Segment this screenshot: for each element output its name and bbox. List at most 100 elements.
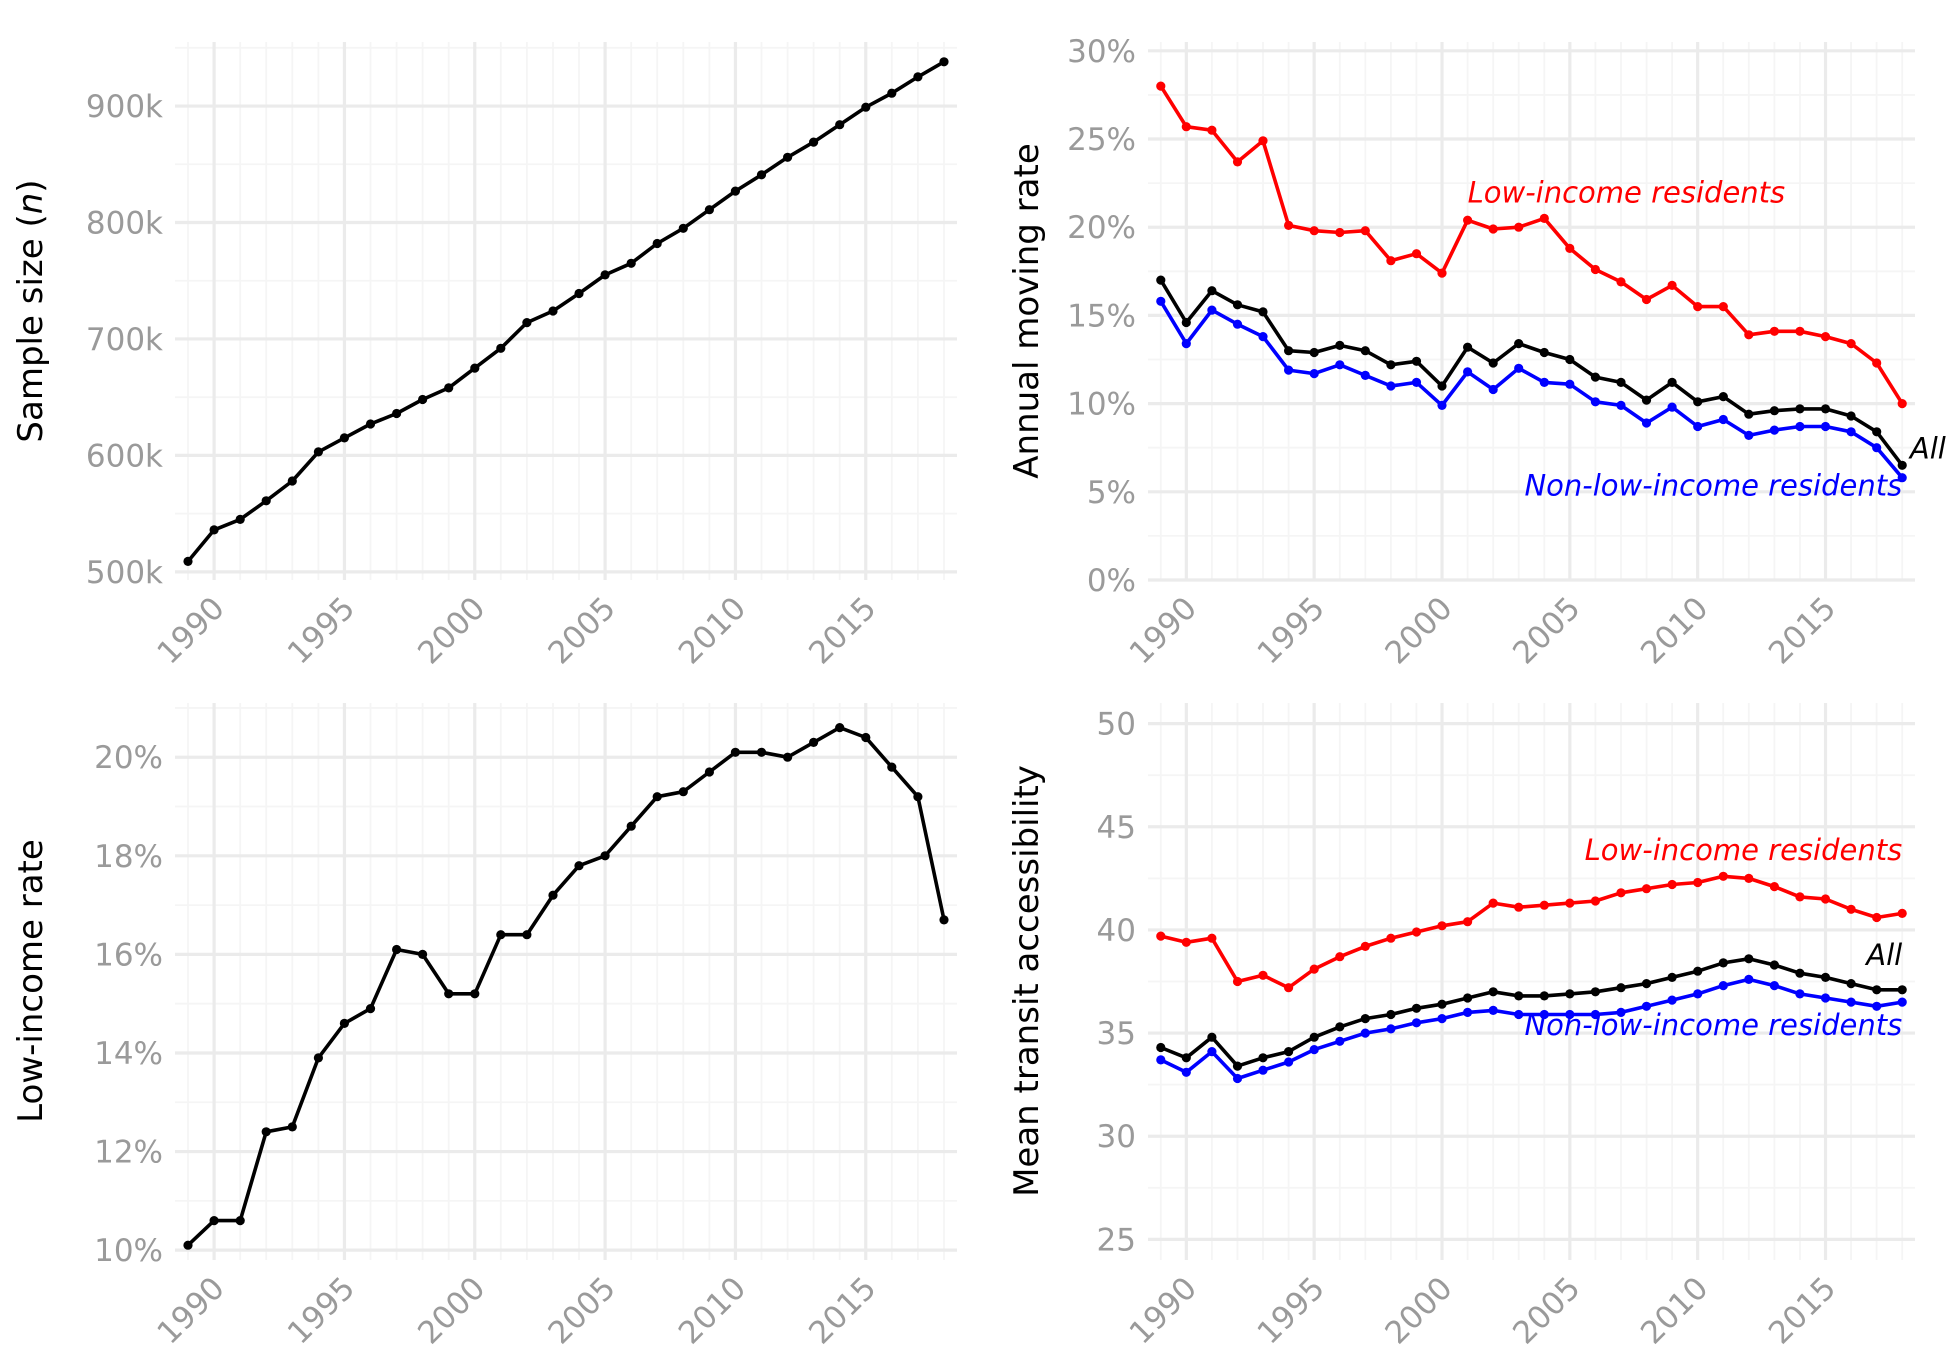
data-point bbox=[1641, 294, 1652, 305]
data-point bbox=[1718, 981, 1728, 991]
data-point bbox=[913, 72, 923, 82]
data-point bbox=[1795, 968, 1805, 978]
y-tick-label: 5% bbox=[1087, 475, 1136, 511]
data-point bbox=[1820, 421, 1831, 432]
data-point bbox=[1335, 340, 1345, 350]
data-point bbox=[235, 1216, 245, 1226]
data-point bbox=[783, 752, 793, 762]
data-point bbox=[626, 821, 636, 831]
data-point bbox=[1744, 873, 1754, 884]
data-point bbox=[1565, 1009, 1575, 1020]
x-tick-label: 2000 bbox=[1378, 1270, 1459, 1350]
data-point bbox=[1872, 912, 1882, 923]
data-point bbox=[1181, 1053, 1191, 1063]
data-point bbox=[1309, 964, 1319, 974]
data-point bbox=[1872, 985, 1882, 995]
data-point bbox=[1514, 1009, 1524, 1020]
data-point bbox=[339, 433, 349, 443]
data-point bbox=[1769, 425, 1779, 435]
data-point bbox=[1207, 305, 1217, 315]
data-point bbox=[1463, 917, 1473, 927]
data-point bbox=[1309, 226, 1319, 236]
data-point bbox=[1411, 249, 1422, 259]
data-point bbox=[1769, 406, 1779, 416]
data-point bbox=[1258, 970, 1268, 980]
data-point bbox=[1360, 941, 1370, 952]
data-point bbox=[1590, 896, 1600, 906]
data-point bbox=[1258, 1053, 1268, 1063]
data-point bbox=[1641, 1001, 1652, 1011]
data-point bbox=[1156, 296, 1166, 306]
data-point bbox=[1309, 347, 1319, 358]
y-tick-label: 14% bbox=[94, 1036, 163, 1072]
data-point bbox=[1744, 954, 1754, 964]
data-point bbox=[1693, 397, 1703, 407]
data-point bbox=[1181, 317, 1191, 328]
data-point bbox=[1360, 370, 1370, 380]
y-tick-label: 20% bbox=[1067, 210, 1136, 246]
data-point bbox=[704, 767, 715, 777]
data-point bbox=[470, 363, 480, 373]
data-point bbox=[1846, 904, 1856, 914]
data-point bbox=[1693, 302, 1703, 312]
data-point bbox=[1335, 1022, 1345, 1032]
series-line-1 bbox=[186, 59, 946, 564]
data-point bbox=[1386, 933, 1396, 943]
chart-panel-1: 1990 1995 2000 2005 2010 2015 500k 600k 700k 800k… bbox=[11, 42, 957, 671]
data-point bbox=[1769, 326, 1779, 336]
data-point bbox=[392, 408, 402, 419]
data-point bbox=[1718, 871, 1728, 881]
data-point bbox=[1463, 993, 1473, 1003]
data-point bbox=[1590, 372, 1600, 382]
data-point bbox=[1335, 360, 1345, 370]
y-tick-label: 18% bbox=[94, 839, 163, 875]
data-point bbox=[1463, 342, 1473, 352]
data-point bbox=[783, 152, 793, 162]
x-tick-label: 1995 bbox=[281, 1270, 362, 1350]
data-point bbox=[1514, 991, 1524, 1001]
data-point bbox=[1616, 1007, 1626, 1018]
data-point bbox=[1463, 367, 1473, 377]
y-tick-label: 50 bbox=[1097, 707, 1136, 743]
y-tick-label: 500k bbox=[86, 555, 163, 591]
y-tick-label: 30% bbox=[1067, 34, 1136, 70]
data-point bbox=[1514, 339, 1524, 349]
y-tick-label: 15% bbox=[1067, 298, 1136, 334]
data-point bbox=[1820, 972, 1831, 983]
data-point bbox=[1386, 360, 1396, 370]
data-point bbox=[1846, 997, 1856, 1007]
data-point bbox=[1514, 222, 1524, 232]
data-point bbox=[235, 514, 245, 525]
y-tick-label: 25 bbox=[1097, 1222, 1136, 1258]
data-point bbox=[704, 205, 715, 215]
data-point bbox=[1437, 268, 1447, 278]
x-tick-label: 2000 bbox=[1378, 590, 1459, 671]
y-tick-label: 600k bbox=[86, 438, 163, 474]
data-point bbox=[1488, 224, 1498, 234]
x-tick-label: 2000 bbox=[411, 1270, 492, 1350]
data-point bbox=[1360, 1028, 1370, 1038]
data-point bbox=[574, 288, 584, 299]
data-point bbox=[1411, 377, 1422, 387]
data-point bbox=[1820, 894, 1831, 904]
data-point bbox=[1667, 280, 1677, 290]
data-point bbox=[1258, 1065, 1268, 1075]
data-point bbox=[1181, 1067, 1191, 1077]
data-point bbox=[1386, 1009, 1396, 1020]
data-point bbox=[1616, 277, 1626, 287]
data-point bbox=[1539, 377, 1549, 387]
data-point bbox=[1846, 339, 1856, 349]
data-point bbox=[1590, 397, 1600, 407]
data-point bbox=[522, 930, 532, 940]
data-point bbox=[1207, 933, 1217, 943]
data-point bbox=[1872, 1001, 1882, 1011]
data-point bbox=[1181, 339, 1191, 349]
data-point bbox=[1514, 363, 1524, 373]
series-annotation: Low-income residents bbox=[1468, 176, 1786, 210]
data-point bbox=[1386, 381, 1396, 391]
data-point bbox=[1897, 908, 1907, 919]
data-point bbox=[1872, 427, 1882, 437]
data-point bbox=[1744, 330, 1754, 340]
data-point bbox=[1795, 892, 1805, 902]
